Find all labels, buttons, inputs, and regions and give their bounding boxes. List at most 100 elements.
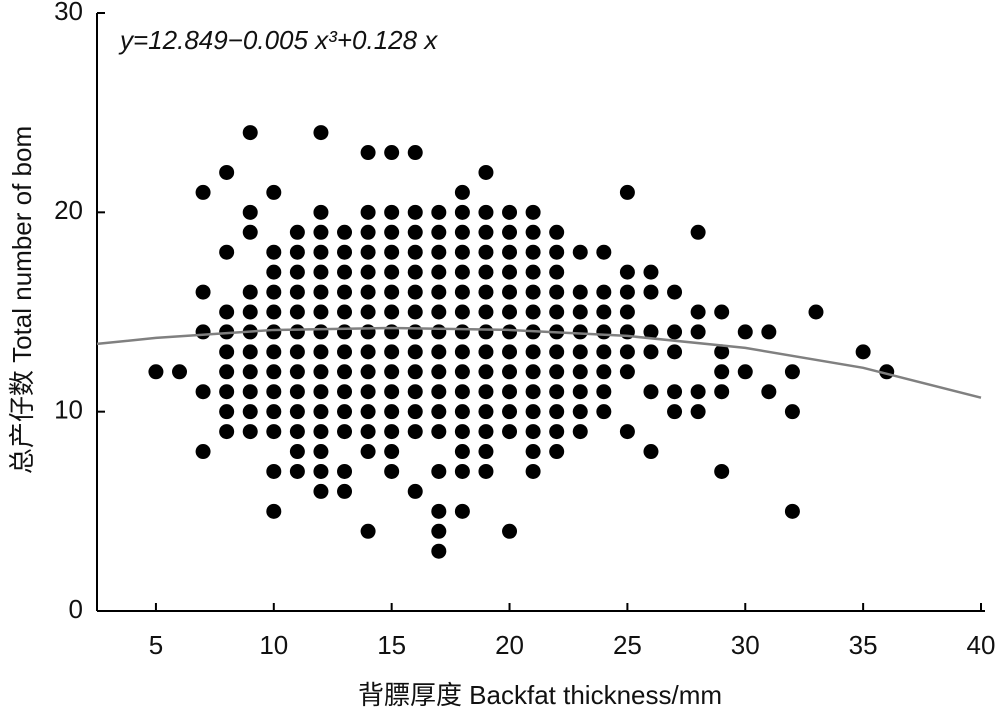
data-point xyxy=(690,324,706,340)
data-point xyxy=(242,424,258,440)
data-point xyxy=(313,444,329,460)
data-point xyxy=(761,384,777,400)
data-point xyxy=(596,304,612,320)
data-point xyxy=(525,304,541,320)
data-point xyxy=(313,344,329,360)
x-tick-label: 30 xyxy=(731,630,760,660)
data-point xyxy=(407,284,423,300)
data-point xyxy=(572,344,588,360)
data-point xyxy=(407,384,423,400)
data-point xyxy=(478,164,494,180)
y-tick-label: 30 xyxy=(54,0,83,26)
data-point xyxy=(478,444,494,460)
data-point xyxy=(266,244,282,260)
data-point xyxy=(714,384,730,400)
data-point xyxy=(549,404,565,420)
data-point xyxy=(360,304,376,320)
data-point xyxy=(360,264,376,280)
data-point xyxy=(596,384,612,400)
data-point xyxy=(502,424,518,440)
data-point xyxy=(478,284,494,300)
data-point xyxy=(313,204,329,220)
data-point xyxy=(431,384,447,400)
data-point xyxy=(219,164,235,180)
data-point xyxy=(478,224,494,240)
data-point xyxy=(525,204,541,220)
data-point xyxy=(407,344,423,360)
data-point xyxy=(337,364,353,380)
data-point xyxy=(502,224,518,240)
data-point xyxy=(313,404,329,420)
data-point xyxy=(313,364,329,380)
data-point xyxy=(690,384,706,400)
data-point xyxy=(360,224,376,240)
data-point xyxy=(407,404,423,420)
data-point xyxy=(431,324,447,340)
data-point xyxy=(619,264,635,280)
fit-equation: y=12.849−0.005 x³+0.128 x xyxy=(118,25,438,55)
data-point xyxy=(549,224,565,240)
data-point xyxy=(337,284,353,300)
data-point xyxy=(266,184,282,200)
data-point xyxy=(478,324,494,340)
x-tick-label: 35 xyxy=(849,630,878,660)
data-point xyxy=(525,284,541,300)
data-point xyxy=(454,284,470,300)
data-point xyxy=(454,344,470,360)
data-point xyxy=(407,224,423,240)
data-point xyxy=(525,244,541,260)
data-point xyxy=(643,284,659,300)
data-point xyxy=(478,384,494,400)
data-point xyxy=(360,404,376,420)
data-point xyxy=(384,204,400,220)
data-point xyxy=(313,125,329,141)
data-point xyxy=(454,264,470,280)
data-point xyxy=(266,284,282,300)
data-point xyxy=(572,284,588,300)
data-point xyxy=(384,264,400,280)
x-tick-label: 40 xyxy=(967,630,996,660)
data-point xyxy=(454,463,470,479)
data-point xyxy=(360,444,376,460)
data-point xyxy=(454,184,470,200)
data-point xyxy=(619,184,635,200)
data-point xyxy=(596,284,612,300)
data-point xyxy=(384,384,400,400)
data-point xyxy=(407,324,423,340)
data-point xyxy=(384,344,400,360)
y-tick-label: 20 xyxy=(54,195,83,225)
data-point xyxy=(266,384,282,400)
data-point xyxy=(596,244,612,260)
data-point xyxy=(313,244,329,260)
data-point xyxy=(337,264,353,280)
data-point xyxy=(431,304,447,320)
data-point xyxy=(337,224,353,240)
data-point xyxy=(313,483,329,499)
data-point xyxy=(242,384,258,400)
data-point xyxy=(360,244,376,260)
data-point xyxy=(431,543,447,559)
data-point xyxy=(502,244,518,260)
data-point xyxy=(219,244,235,260)
data-point xyxy=(431,224,447,240)
data-point xyxy=(266,424,282,440)
data-point xyxy=(337,424,353,440)
data-point xyxy=(337,404,353,420)
data-point xyxy=(454,204,470,220)
x-tick-label: 20 xyxy=(495,630,524,660)
data-point xyxy=(407,483,423,499)
data-point xyxy=(195,184,211,200)
data-point xyxy=(619,424,635,440)
data-point xyxy=(454,324,470,340)
data-point xyxy=(337,463,353,479)
data-point xyxy=(478,404,494,420)
data-point xyxy=(478,424,494,440)
data-point xyxy=(407,424,423,440)
data-point xyxy=(737,364,753,380)
data-point xyxy=(431,404,447,420)
data-point xyxy=(313,463,329,479)
data-point xyxy=(266,264,282,280)
y-tick-label: 10 xyxy=(54,395,83,425)
data-point xyxy=(525,264,541,280)
data-point xyxy=(289,444,305,460)
